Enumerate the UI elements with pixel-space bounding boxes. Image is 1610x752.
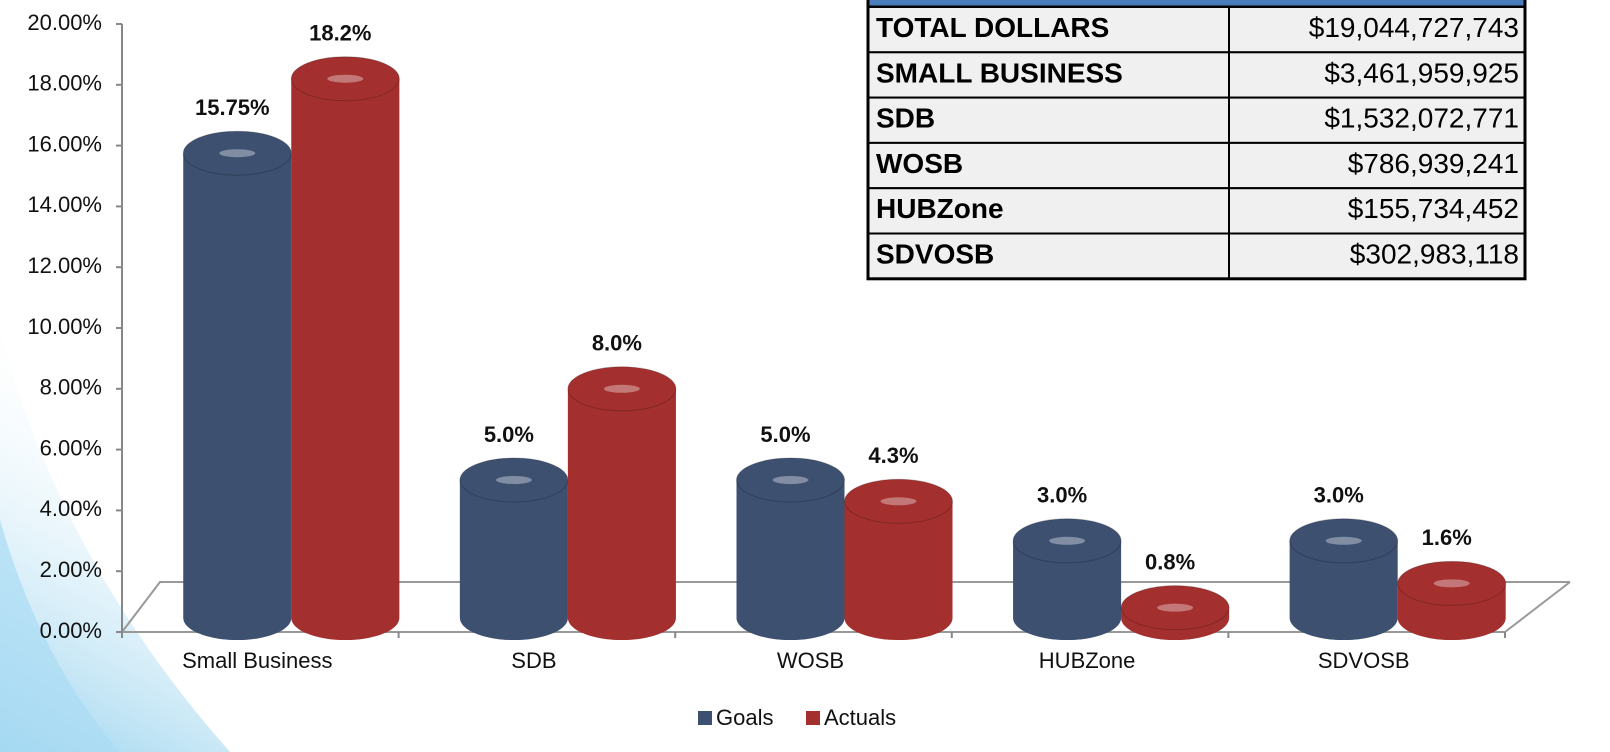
bar-top: [1289, 518, 1399, 564]
table-row-value: $19,044,727,743: [1309, 12, 1519, 43]
bar-highlight: [1157, 603, 1194, 612]
value-label: 1.6%: [1422, 525, 1472, 550]
bar-highlight: [327, 74, 364, 83]
table-cell: [867, 96, 1230, 144]
bar-top: [567, 366, 677, 412]
value-label: 4.3%: [868, 443, 918, 468]
value-label: 18.2%: [309, 21, 371, 46]
bar-highlight: [219, 149, 256, 158]
bar-highlight: [1325, 536, 1362, 545]
background-swoosh: [0, 520, 120, 752]
bar-shade: [567, 388, 676, 640]
bar-highlight: [603, 384, 640, 393]
value-label: 3.0%: [1037, 483, 1087, 508]
table-row-value: $786,939,241: [1348, 148, 1519, 179]
bar: [1397, 560, 1507, 640]
table-cell: [867, 187, 1230, 235]
value-label: 3.0%: [1314, 483, 1364, 508]
bar-highlight: [772, 476, 809, 484]
y-tick-label: 14.00%: [27, 192, 102, 217]
bar-shade: [183, 153, 292, 640]
bar-highlight: [1049, 536, 1086, 545]
y-tick-label: 20.00%: [27, 10, 102, 35]
x-tick-label: SDVOSB: [1318, 648, 1410, 673]
bar: [1012, 518, 1122, 640]
bar-highlight: [1433, 579, 1470, 588]
y-tick-label: 4.00%: [40, 496, 102, 521]
value-label: 15.75%: [195, 95, 270, 120]
table-cell: [1228, 51, 1526, 99]
bar: [182, 130, 292, 640]
background-swoosh: [0, 330, 230, 752]
table-cell: [867, 6, 1230, 54]
bar-top: [844, 478, 953, 524]
bar-top: [1120, 585, 1230, 631]
bar: [736, 457, 845, 640]
value-label: 5.0%: [484, 422, 534, 447]
legend-label: Actuals: [824, 705, 896, 730]
table-cell: [1228, 96, 1526, 144]
y-tick-label: 0.00%: [40, 618, 102, 643]
legend-swatch: [698, 711, 712, 725]
table-cell: [867, 141, 1230, 190]
bar: [844, 478, 953, 640]
bar-highlight: [880, 497, 917, 506]
bar: [567, 366, 677, 640]
bar: [459, 457, 569, 640]
bar-shade: [844, 501, 953, 640]
table-header: [866, 0, 1527, 9]
y-tick-label: 2.00%: [40, 557, 102, 582]
y-tick-label: 18.00%: [27, 71, 102, 96]
table-row-label: SDVOSB: [876, 239, 994, 270]
y-tick-label: 16.00%: [27, 131, 102, 156]
bar-top: [1012, 518, 1122, 564]
bar-shade: [459, 480, 568, 640]
table-row-label: TOTAL DOLLARS: [876, 12, 1109, 43]
y-tick-label: 10.00%: [27, 314, 102, 339]
table: TOTAL DOLLARS $19,044,727,743 SMALL BUSINE…: [866, 0, 1527, 281]
bar: [1120, 585, 1230, 640]
table-cell: [1228, 141, 1526, 190]
table-row-value: $302,983,118: [1350, 239, 1519, 270]
y-tick-label: 6.00%: [40, 435, 102, 460]
y-tick-label: 12.00%: [27, 253, 102, 278]
value-label: 8.0%: [592, 331, 642, 356]
x-tick-label: Small Business: [182, 648, 332, 673]
x-tick-label: WOSB: [777, 648, 844, 673]
table-row-label: WOSB: [876, 148, 963, 179]
bar-top: [290, 56, 400, 102]
bar-shade: [736, 480, 845, 640]
bar-highlight: [495, 476, 532, 484]
table-row-label: HUBZone: [876, 193, 1004, 224]
x-tick-label: SDB: [511, 648, 556, 673]
bar: [1289, 518, 1399, 640]
bar-shade: [291, 78, 400, 641]
x-tick-label: HUBZone: [1039, 648, 1136, 673]
value-label: 0.8%: [1145, 549, 1195, 574]
table-border: [866, 0, 1527, 281]
table-row-value: $155,734,452: [1348, 193, 1519, 224]
bar-top: [736, 457, 845, 503]
bar-shade: [1289, 540, 1398, 640]
table-cell: [1228, 232, 1526, 280]
bar-shade: [1013, 540, 1122, 640]
value-label: 5.0%: [760, 422, 810, 447]
legend-swatch: [806, 711, 820, 725]
table-cell: [1228, 6, 1526, 54]
legend-label: Goals: [716, 705, 773, 730]
y-tick-label: 8.00%: [40, 375, 102, 400]
table-row-value: $1,532,072,771: [1324, 103, 1519, 134]
table-row-label: SMALL BUSINESS: [876, 57, 1123, 88]
table-row-label: SDB: [876, 103, 935, 134]
bar: [290, 56, 400, 641]
bar-top: [1397, 560, 1507, 606]
table-row-value: $3,461,959,925: [1324, 57, 1519, 88]
